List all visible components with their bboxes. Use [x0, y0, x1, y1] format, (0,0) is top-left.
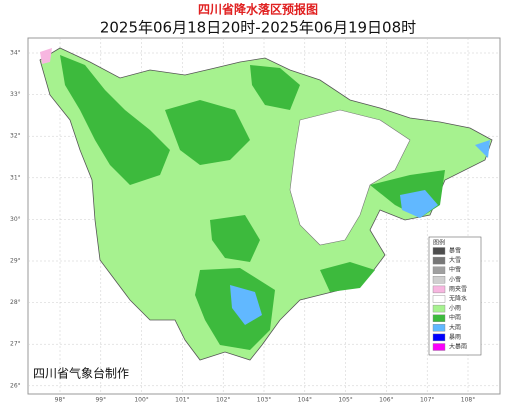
lon-label: 108° — [461, 397, 475, 404]
lat-label: 28° — [10, 299, 21, 306]
legend-label: 大雨 — [449, 323, 461, 331]
lat-label: 32° — [10, 133, 21, 140]
credit: 四川省气象台制作 — [33, 366, 129, 381]
legend-swatch — [432, 333, 446, 342]
lon-label: 98° — [55, 397, 66, 404]
lon-label: 101° — [175, 397, 189, 404]
lon-label: 100° — [134, 397, 148, 404]
legend-swatch — [432, 314, 446, 322]
legend-label: 无降水 — [449, 295, 467, 303]
legend-title: 图例 — [433, 239, 445, 247]
lon-label: 104° — [298, 397, 312, 404]
legend-swatch — [432, 324, 446, 332]
legend-swatch — [432, 343, 446, 351]
lon-label: 105° — [338, 397, 352, 404]
lon-label: 99° — [95, 397, 106, 404]
legend-label: 雨夹雪 — [449, 285, 467, 293]
legend-label: 小雪 — [449, 275, 461, 283]
legend-swatch — [432, 295, 446, 303]
legend-label: 中雨 — [449, 314, 461, 322]
legend-label: 暴雪 — [449, 248, 461, 255]
lon-label: 106° — [379, 397, 393, 404]
lat-label: 33° — [10, 91, 21, 98]
lat-label: 34° — [10, 50, 21, 57]
lat-labels: 34° 33° 32° 31° 30° 29° 28° 27° 26° — [10, 50, 21, 390]
legend-label: 大暴雨 — [449, 343, 467, 351]
legend-label: 大雪 — [449, 256, 461, 264]
lon-label: 107° — [420, 397, 434, 404]
lat-label: 31° — [10, 174, 21, 181]
legend-label: 中雪 — [449, 266, 461, 274]
legend-swatch — [432, 247, 446, 255]
lon-label: 103° — [257, 397, 271, 404]
lat-label: 30° — [10, 216, 21, 223]
lon-labels: 98° 99° 100° 101° 102° 103° 104° 105° 106° 107° 10… — [55, 397, 476, 404]
title: 四川省降水落区预报图 — [198, 2, 318, 17]
legend-label: 小雨 — [449, 304, 461, 312]
lat-label: 26° — [10, 382, 21, 389]
lon-label: 102° — [216, 397, 230, 404]
province-map — [39, 47, 493, 361]
lat-label: 27° — [10, 341, 21, 348]
legend-swatch — [432, 266, 446, 274]
legend-swatch — [432, 276, 446, 284]
subtitle: 2025年06月18日20时-2025年06月19日08时 — [100, 19, 416, 37]
legend-label: 暴雨 — [449, 334, 461, 341]
legend-swatch — [432, 285, 446, 294]
legend-swatch — [432, 256, 446, 265]
legend-swatch — [432, 304, 446, 313]
lat-label: 29° — [10, 258, 21, 265]
